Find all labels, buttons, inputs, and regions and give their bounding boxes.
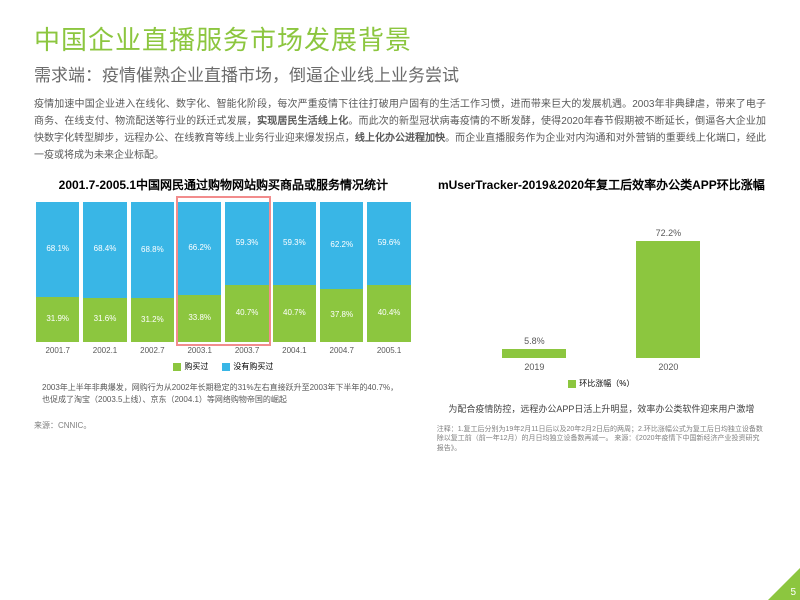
- bar-seg-bottom: 33.8%: [178, 295, 221, 342]
- x-label: 2004.7: [320, 346, 363, 355]
- chart-left: 2001.7-2005.1中国网民通过购物网站购买商品或服务情况统计 68.1%…: [34, 176, 413, 454]
- x-label: 2005.1: [367, 346, 410, 355]
- bar: [636, 241, 700, 358]
- bar-seg-bottom: 40.4%: [367, 285, 410, 342]
- bar-seg-top: 59.3%: [225, 202, 268, 285]
- bar-col: 66.2%33.8%: [178, 202, 221, 342]
- bar-seg-bottom: 31.2%: [131, 298, 174, 342]
- x-label: 2002.1: [83, 346, 126, 355]
- chart-left-note: 2003年上半年非典爆发，网购行为从2002年长期稳定的31%左右直接跃升至20…: [34, 382, 413, 406]
- bar-value-label: 5.8%: [524, 336, 545, 346]
- x-label: 2003.1: [178, 346, 221, 355]
- bar-seg-top: 66.2%: [178, 202, 221, 295]
- bar-col: 59.3%40.7%: [273, 202, 316, 342]
- x-label: 2020: [658, 362, 678, 372]
- page-title: 中国企业直播服务市场发展背景: [34, 20, 766, 57]
- bar-col: 68.4%31.6%: [83, 202, 126, 342]
- bar-seg-top: 68.1%: [36, 202, 79, 297]
- bar-col: 59.3%40.7%: [225, 202, 268, 342]
- bar-seg-bottom: 40.7%: [273, 285, 316, 342]
- bar-col: 62.2%37.8%: [320, 202, 363, 342]
- chart-left-title: 2001.7-2005.1中国网民通过购物网站购买商品或服务情况统计: [34, 176, 413, 194]
- bar-col: 5.8% 2019: [502, 336, 566, 372]
- body-text: 疫情加速中国企业进入在线化、数字化、智能化阶段，每次严重疫情下往往打破用户固有的…: [34, 96, 766, 164]
- x-label: 2002.7: [131, 346, 174, 355]
- bar-col: 68.1%31.9%: [36, 202, 79, 342]
- bar-value-label: 72.2%: [656, 228, 682, 238]
- bar-col: 72.2% 2020: [636, 228, 700, 372]
- page-number: 5: [790, 587, 796, 598]
- chart-left-source: 来源：CNNIC。: [34, 420, 413, 431]
- x-label: 2004.1: [273, 346, 316, 355]
- bar: [502, 349, 566, 358]
- bar-seg-top: 68.4%: [83, 202, 126, 298]
- bar-seg-top: 68.8%: [131, 202, 174, 298]
- x-label: 2003.7: [225, 346, 268, 355]
- chart-right-footnote: 注释：1.复工后分别为19年2月11日后以及20年2月2日后的两周；2.环比涨幅…: [437, 425, 766, 454]
- bar-seg-top: 59.3%: [273, 202, 316, 285]
- bar-seg-top: 59.6%: [367, 202, 410, 285]
- chart-right-note: 为配合疫情防控，远程办公APP日活上升明显，效率办公类软件迎来用户激增: [437, 403, 766, 417]
- bar-col: 59.6%40.4%: [367, 202, 410, 342]
- chart-right: mUserTracker-2019&2020年复工后效率办公类APP环比涨幅 5…: [437, 176, 766, 454]
- page-subtitle: 需求端：疫情催熟企业直播市场，倒逼企业线上业务尝试: [34, 61, 766, 86]
- bar-seg-bottom: 31.6%: [83, 298, 126, 342]
- bar-seg-top: 62.2%: [320, 202, 363, 289]
- legend-item: 环比涨幅（%）: [568, 378, 634, 389]
- x-label: 2019: [524, 362, 544, 372]
- legend-item: 没有购买过: [222, 361, 273, 372]
- bar-col: 68.8%31.2%: [131, 202, 174, 342]
- bar-seg-bottom: 37.8%: [320, 289, 363, 342]
- legend-item: 购买过: [173, 361, 208, 372]
- bar-seg-bottom: 31.9%: [36, 297, 79, 342]
- x-label: 2001.7: [36, 346, 79, 355]
- bar-seg-bottom: 40.7%: [225, 285, 268, 342]
- chart-right-title: mUserTracker-2019&2020年复工后效率办公类APP环比涨幅: [437, 176, 766, 194]
